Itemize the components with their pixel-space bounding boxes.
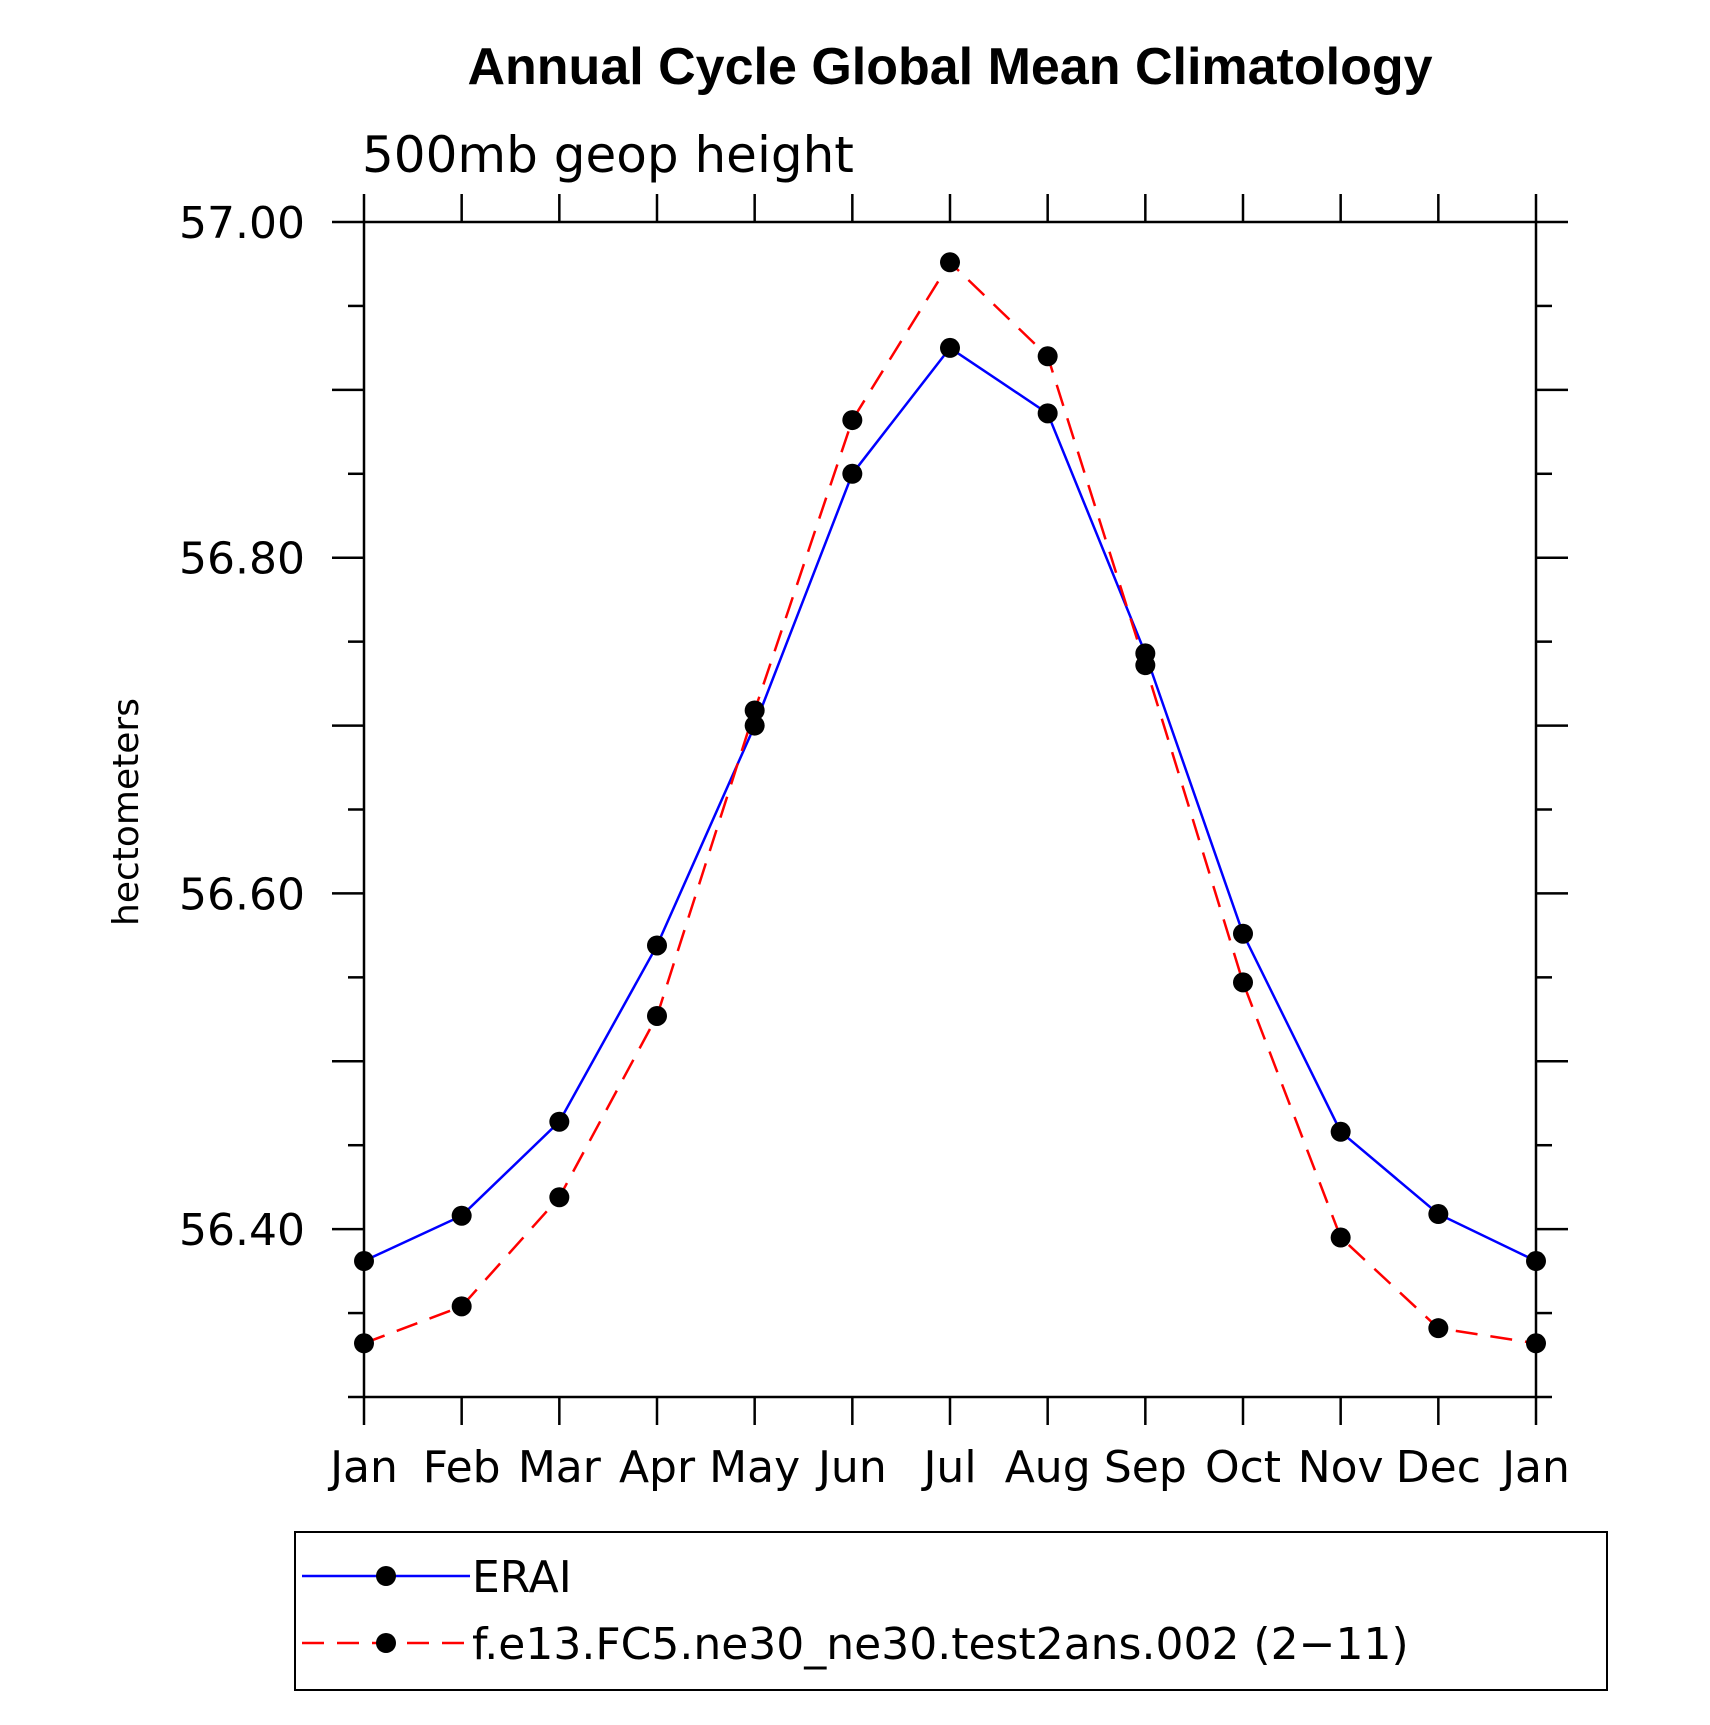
- x-tick-label: Aug: [1005, 1442, 1091, 1493]
- x-tick-label: Apr: [619, 1442, 696, 1493]
- series-0-point: [549, 1111, 570, 1132]
- legend-label-erai: ERAI: [472, 1552, 572, 1603]
- axis-ticks: [332, 194, 1568, 1425]
- legend: ERAI f.e13.FC5.ne30_ne30.test2ans.002 (2…: [294, 1531, 1608, 1691]
- x-tick-label: Feb: [423, 1442, 501, 1493]
- legend-marker-model: [376, 1633, 396, 1653]
- x-tick-label: Oct: [1205, 1442, 1281, 1493]
- x-tick-labels: Jan Feb Mar Apr May Jun Jul Aug Sep Oct Nov Dec Jan: [327, 1442, 1570, 1493]
- series-lines: [363, 260, 1537, 1345]
- series-1-point: [1526, 1333, 1546, 1354]
- chart-title: Annual Cycle Global Mean Climatology: [467, 38, 1432, 96]
- series-0-point: [1526, 1251, 1546, 1272]
- y-tick-labels: 56.40 56.60 56.80 57.00: [179, 198, 305, 1256]
- x-tick-label: Nov: [1298, 1442, 1384, 1493]
- x-tick-label: Jan: [1499, 1442, 1570, 1493]
- series-0-point: [842, 463, 863, 484]
- series-0-point: [647, 935, 667, 956]
- series-0-point: [1233, 923, 1253, 944]
- x-tick-label: Dec: [1396, 1442, 1481, 1493]
- series-1-point: [354, 1333, 374, 1354]
- y-tick-label: 57.00: [179, 198, 305, 249]
- x-tick-label: Jun: [815, 1442, 887, 1493]
- chart-subtitle: 500mb geop height: [362, 126, 854, 184]
- series-0-point: [1330, 1121, 1351, 1142]
- series-1-point: [1233, 972, 1253, 993]
- x-tick-label: Jul: [920, 1442, 976, 1493]
- series-1-point: [549, 1187, 570, 1208]
- series-1-point: [1428, 1318, 1449, 1339]
- x-tick-label: May: [709, 1442, 800, 1493]
- series-1-point: [744, 700, 765, 721]
- series-0-point: [1037, 403, 1058, 424]
- series-1-point: [647, 1005, 667, 1026]
- x-tick-label: Jan: [327, 1442, 398, 1493]
- series-0-point: [940, 337, 960, 358]
- legend-box: [294, 1531, 1608, 1691]
- series-line-0: [363, 346, 1537, 1263]
- series-1-point: [842, 410, 863, 431]
- series-1-point: [451, 1296, 472, 1317]
- legend-label-model: f.e13.FC5.ne30_ne30.test2ans.002 (2−11): [472, 1619, 1409, 1670]
- y-tick-label: 56.40: [179, 1205, 305, 1256]
- legend-marker-erai: [376, 1566, 396, 1586]
- y-axis-label: hectometers: [106, 698, 147, 926]
- series-line-1: [363, 260, 1537, 1345]
- series-markers: [354, 252, 1546, 1354]
- series-0-point: [451, 1205, 472, 1226]
- y-tick-label: 56.60: [179, 869, 305, 920]
- series-1-point: [940, 252, 960, 273]
- series-1-point: [1330, 1227, 1351, 1248]
- x-tick-label: Sep: [1104, 1442, 1187, 1493]
- series-0-point: [1428, 1204, 1449, 1225]
- series-1-point: [1135, 655, 1156, 676]
- x-tick-label: Mar: [518, 1442, 602, 1493]
- series-1-point: [1037, 346, 1058, 367]
- y-tick-label: 56.80: [179, 534, 305, 585]
- series-0-point: [354, 1251, 374, 1272]
- series-0-point: [744, 715, 765, 736]
